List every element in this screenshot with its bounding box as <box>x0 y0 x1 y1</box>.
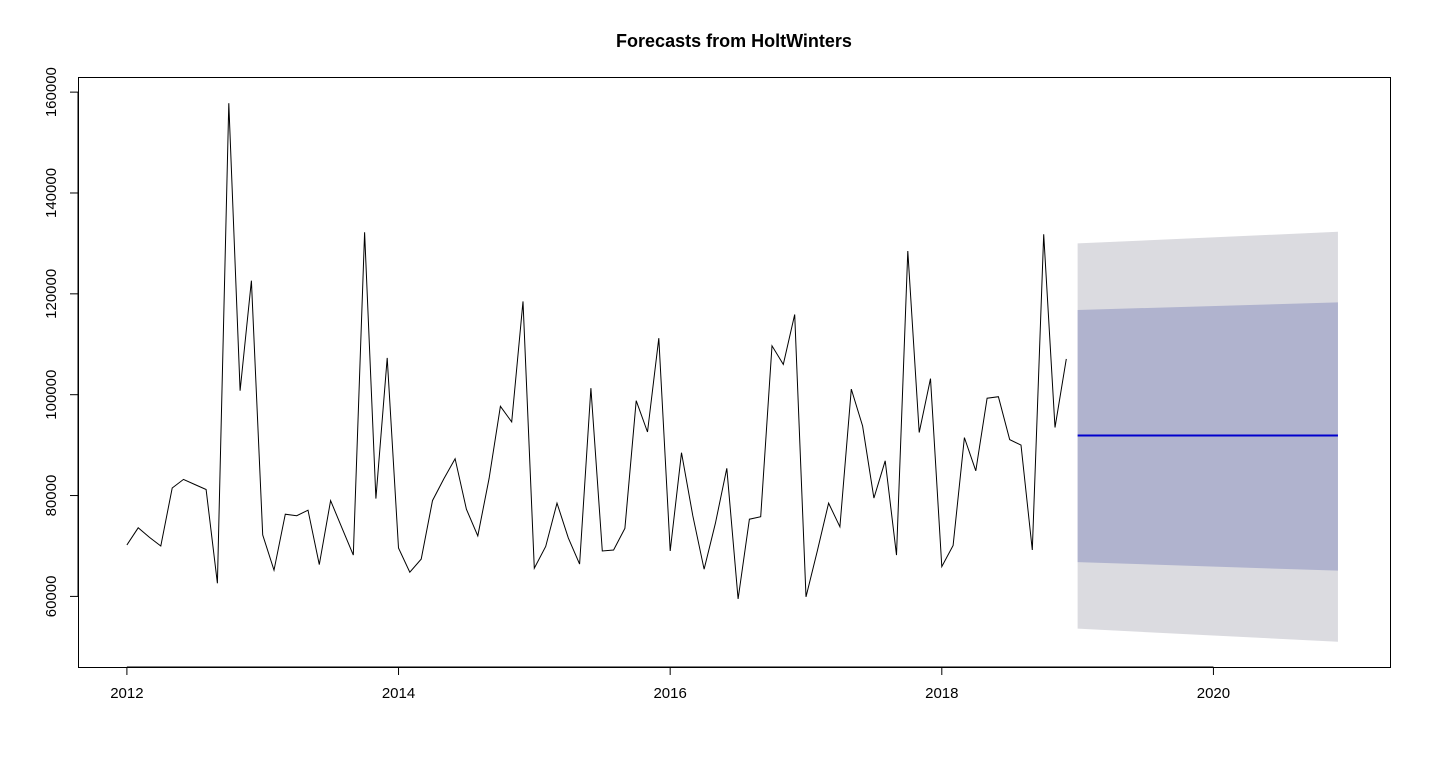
x-tick-label: 2020 <box>1197 685 1230 702</box>
chart-title: Forecasts from HoltWinters <box>616 31 852 51</box>
prediction-intervals <box>1077 231 1338 642</box>
series-lines <box>126 103 1338 599</box>
x-axis: 2012 2014 2016 2018 2020 <box>110 666 1230 702</box>
y-tick-label: 160000 <box>43 67 60 117</box>
x-tick-label: 2016 <box>653 685 686 702</box>
y-tick-label: 120000 <box>43 269 60 319</box>
y-tick-label: 80000 <box>43 475 60 517</box>
observed-series-line <box>126 103 1067 599</box>
interval-80-band <box>1077 302 1338 571</box>
y-tick-label: 100000 <box>43 370 60 420</box>
y-axis: 60000 80000 100000 120000 140000 160000 <box>43 67 79 618</box>
x-tick-label: 2018 <box>925 685 958 702</box>
x-tick-label: 2012 <box>110 685 143 702</box>
x-tick-label: 2014 <box>382 685 415 702</box>
y-tick-label: 140000 <box>43 168 60 218</box>
y-tick-label: 60000 <box>43 576 60 618</box>
